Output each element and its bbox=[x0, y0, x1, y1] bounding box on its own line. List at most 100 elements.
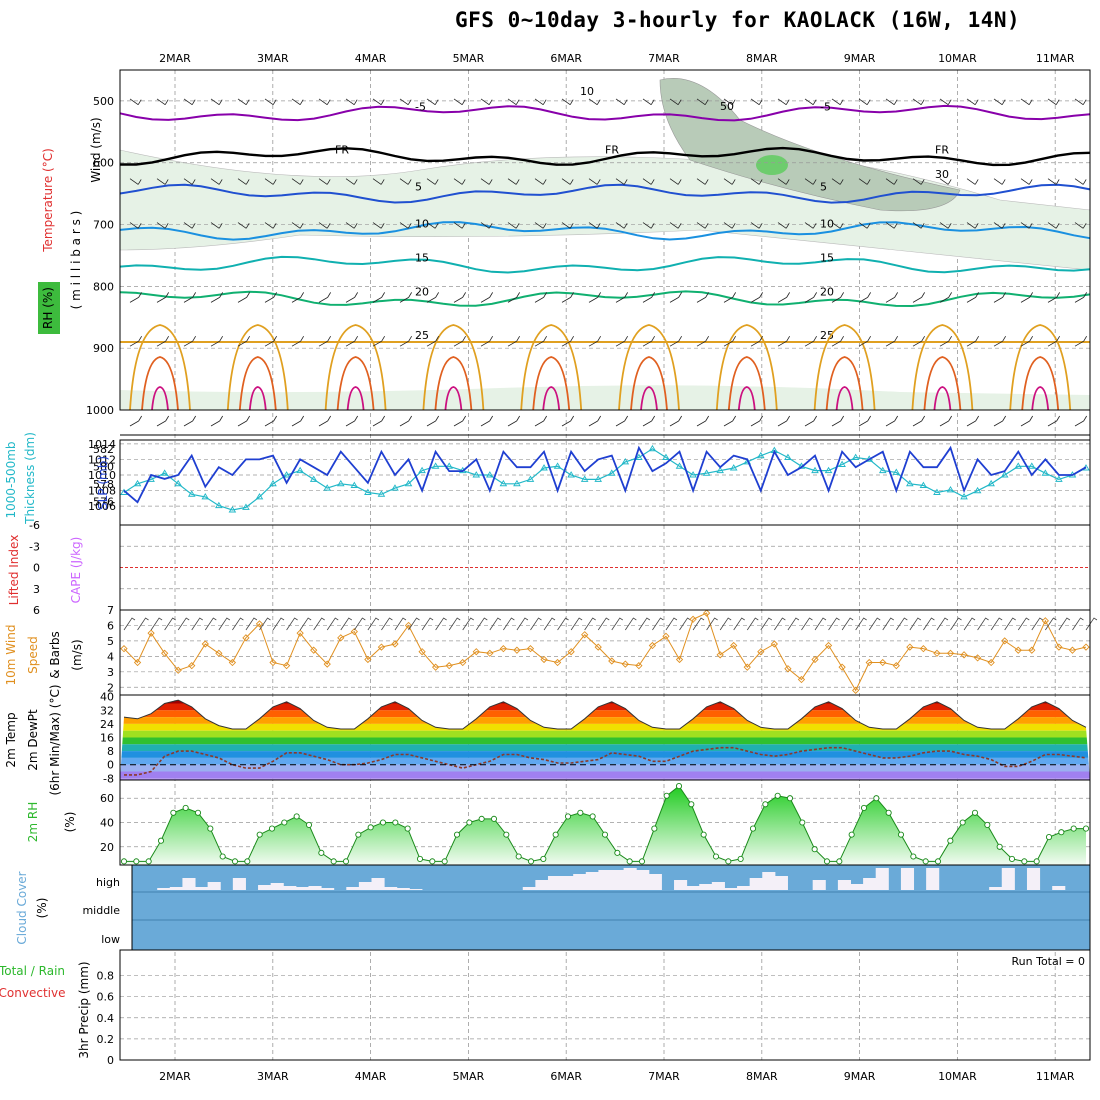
pressure-tick: 800 bbox=[93, 280, 114, 293]
cloud-high-gap bbox=[396, 888, 410, 890]
rh-legend-swatch bbox=[38, 282, 60, 334]
rh-point bbox=[1070, 825, 1077, 832]
temp-tick: 8 bbox=[107, 745, 114, 758]
thickness-point bbox=[526, 475, 535, 482]
rh-point bbox=[651, 825, 658, 832]
rh-point bbox=[971, 809, 979, 816]
cloud-high-gap bbox=[686, 886, 700, 890]
rh-point bbox=[404, 825, 411, 832]
thickness-point bbox=[662, 453, 670, 460]
wind-barb bbox=[858, 292, 872, 303]
wind-barb bbox=[264, 222, 277, 229]
wind-speed-point bbox=[1041, 617, 1049, 625]
cloud-high-gap bbox=[711, 882, 725, 890]
wind-barb bbox=[912, 98, 925, 105]
wind-barb bbox=[507, 98, 520, 105]
wind-barb-10m bbox=[259, 617, 271, 631]
wind-barb bbox=[318, 222, 331, 229]
thickness-point bbox=[919, 481, 928, 488]
wind-barb-10m bbox=[150, 617, 163, 631]
temp-tick: -8 bbox=[103, 772, 114, 785]
wind-barb bbox=[345, 335, 359, 347]
wind-barb-10m bbox=[692, 617, 705, 631]
wind-barb-10m bbox=[814, 617, 827, 631]
rh-point bbox=[638, 858, 646, 865]
rh-point bbox=[1058, 829, 1065, 836]
thickness-point bbox=[567, 471, 575, 478]
temp-color-band bbox=[120, 751, 1090, 758]
wind-speed-point bbox=[228, 658, 237, 667]
rh-point bbox=[515, 853, 522, 860]
wind-speed-point bbox=[784, 665, 792, 673]
wind-barb bbox=[345, 98, 358, 105]
rh-point bbox=[441, 858, 448, 865]
wind-barb-10m bbox=[313, 617, 325, 631]
isotherm-loop bbox=[933, 386, 952, 411]
wind-barb-10m bbox=[706, 617, 718, 631]
wind-barb bbox=[129, 292, 143, 303]
wind-barb-10m bbox=[977, 617, 989, 631]
wind-speed-point bbox=[824, 641, 833, 650]
wind-speed-point bbox=[404, 621, 413, 630]
wind-barb-10m bbox=[137, 617, 149, 631]
thickness-point bbox=[540, 464, 548, 471]
cloud-high-gap bbox=[384, 887, 398, 890]
pressure-tick: 1000 bbox=[86, 404, 114, 417]
rh-point bbox=[268, 825, 276, 832]
wind-barb-10m bbox=[665, 617, 678, 631]
rh-point bbox=[281, 819, 288, 826]
panel-ylabel: (m/s) bbox=[70, 639, 84, 670]
wind-barb bbox=[1020, 292, 1034, 303]
rh-contour-label: 30 bbox=[935, 168, 949, 181]
wind-speed-point bbox=[391, 640, 399, 648]
thickness-point bbox=[418, 466, 426, 474]
wind-barb-10m bbox=[1045, 617, 1057, 631]
date-tick-bottom: 2MAR bbox=[159, 1070, 191, 1083]
wind-barb-10m bbox=[530, 617, 542, 631]
thickness-point bbox=[228, 506, 237, 513]
wind-barb bbox=[723, 98, 736, 105]
cloud-high-gap bbox=[308, 886, 322, 890]
thickness-point bbox=[513, 479, 521, 487]
wind-speed-point bbox=[865, 658, 873, 667]
thickness-point bbox=[716, 466, 724, 474]
panel-frame bbox=[119, 609, 1091, 696]
panel-ylabel: 10m Wind bbox=[4, 625, 18, 686]
cloud-tick: low bbox=[101, 933, 120, 946]
cloud-high-gap bbox=[522, 887, 536, 890]
thickness-point bbox=[621, 458, 630, 465]
rh-point bbox=[614, 849, 621, 856]
wind-barb bbox=[291, 415, 305, 427]
wind-barb bbox=[858, 98, 871, 105]
isotherm-loop bbox=[813, 324, 876, 411]
rh-point bbox=[194, 809, 202, 816]
isotherm-line bbox=[119, 221, 1091, 241]
wind-barb bbox=[777, 222, 790, 229]
wind-barb bbox=[561, 292, 575, 303]
wind-barb bbox=[561, 222, 574, 229]
wind-barb bbox=[345, 292, 359, 303]
rh-point bbox=[626, 858, 633, 865]
slp-tick: 1006 bbox=[88, 500, 116, 513]
wind-speed-point bbox=[689, 615, 697, 623]
temp-color-band bbox=[120, 717, 1090, 724]
li-tick: -3 bbox=[29, 540, 40, 553]
wind-barb bbox=[615, 292, 629, 303]
wind-barb bbox=[291, 178, 304, 185]
thickness-point bbox=[174, 479, 182, 487]
wind-speed-point bbox=[526, 644, 535, 653]
wind-barb bbox=[372, 292, 386, 303]
wind-barb bbox=[1074, 178, 1087, 185]
rh-point bbox=[836, 858, 843, 865]
wind-barb bbox=[831, 292, 845, 303]
temp-tick: 40 bbox=[100, 691, 114, 704]
thickness-point bbox=[824, 466, 833, 474]
thickness-point bbox=[553, 462, 562, 469]
wind-tick: 2 bbox=[107, 681, 114, 694]
wind-barb bbox=[696, 292, 710, 303]
thickness-point bbox=[323, 484, 332, 491]
wind-speed-point bbox=[946, 649, 955, 657]
wind-barb bbox=[426, 98, 439, 105]
wind-barb-10m bbox=[354, 617, 366, 631]
thickness-point bbox=[255, 493, 264, 500]
